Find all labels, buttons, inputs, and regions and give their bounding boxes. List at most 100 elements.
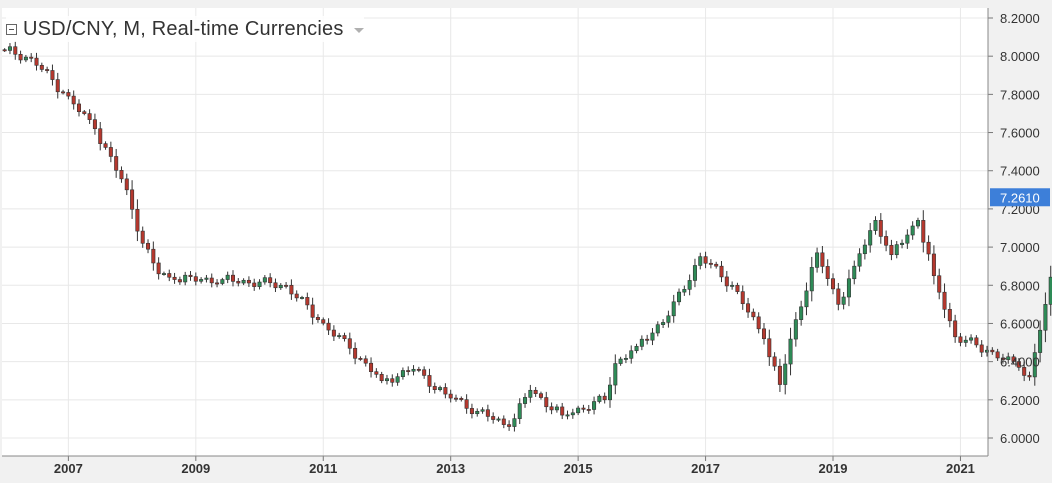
candle	[353, 342, 358, 365]
y-tick-label: 8.2000	[1000, 11, 1040, 26]
candle-body-down	[87, 113, 92, 120]
candle-body-down	[289, 284, 294, 295]
candle-body-up	[278, 284, 283, 289]
candle	[252, 278, 257, 291]
y-tick-label: 8.0000	[1000, 49, 1040, 64]
candle	[751, 308, 756, 321]
candle	[140, 226, 145, 248]
x-tick-label: 2019	[819, 461, 848, 476]
candle-body-down	[29, 56, 34, 59]
candle	[517, 398, 522, 425]
candle-body-up	[809, 267, 814, 292]
candle	[655, 321, 660, 337]
candle-body-down	[931, 253, 936, 277]
candle	[884, 230, 889, 252]
candle	[708, 259, 713, 269]
candle	[395, 373, 400, 386]
candle-body-down	[979, 344, 984, 353]
candle	[724, 270, 729, 292]
candle-body-up	[204, 277, 209, 280]
candle-body-up	[496, 418, 501, 421]
candle	[1032, 343, 1037, 386]
candle-body-up	[915, 220, 920, 227]
candle-body-down	[560, 406, 565, 416]
candle	[257, 279, 262, 290]
candle	[300, 295, 305, 300]
candle-body-up	[225, 274, 230, 280]
x-tick-label: 2011	[309, 461, 337, 476]
candle-body-up	[517, 403, 522, 419]
candle	[342, 332, 347, 342]
candle-body-down	[443, 387, 448, 395]
candle-body-down	[305, 297, 310, 306]
candle-body-down	[209, 277, 214, 284]
candle-body-down	[703, 256, 708, 264]
candle-body-down	[825, 266, 830, 279]
candle-body-down	[119, 170, 124, 180]
candle-body-down	[39, 64, 44, 70]
x-tick-label: 2017	[691, 461, 720, 476]
candle	[151, 241, 156, 271]
candle	[570, 408, 575, 419]
candle	[523, 393, 528, 408]
candle-body-down	[724, 276, 729, 287]
candle	[172, 272, 177, 284]
candle	[161, 271, 166, 276]
candle	[836, 282, 841, 311]
candle	[92, 113, 97, 135]
candle-body-up	[480, 409, 485, 412]
candle-body-up	[623, 357, 628, 360]
candle-body-up	[629, 350, 634, 359]
y-tick-label: 6.2000	[1000, 393, 1040, 408]
candle-body-up	[698, 256, 703, 266]
candle	[225, 271, 230, 284]
candle	[820, 246, 825, 274]
collapse-icon[interactable]	[6, 23, 17, 35]
candle-body-up	[868, 230, 873, 246]
candle-body-up	[411, 368, 416, 372]
candle-body-down	[268, 277, 273, 284]
candle-body-down	[315, 317, 320, 320]
candle-body-down	[76, 103, 81, 113]
candle-body-down	[538, 393, 543, 398]
candle	[985, 345, 990, 357]
candle-body-up	[963, 339, 968, 343]
candle	[177, 276, 182, 285]
candle-body-down	[236, 281, 241, 284]
candle-body-up	[597, 395, 602, 402]
candle-body-down	[464, 399, 469, 409]
candle	[369, 357, 374, 378]
candle-body-up	[1006, 356, 1011, 360]
y-tick-label: 7.4000	[1000, 164, 1040, 179]
candle-body-down	[432, 386, 437, 390]
candle-body-up	[1032, 352, 1037, 378]
candle	[740, 285, 745, 310]
candle-body-up	[570, 412, 575, 416]
candle	[331, 325, 336, 341]
candle	[448, 389, 453, 403]
candle-body-up	[475, 410, 480, 415]
candle-body-down	[581, 407, 586, 410]
candle-body-up	[730, 284, 735, 287]
x-tick-label: 2007	[54, 461, 83, 476]
candle	[650, 328, 655, 346]
candle	[554, 404, 559, 413]
candle-body-up	[257, 281, 262, 287]
candle	[230, 270, 235, 287]
candle-body-up	[671, 301, 676, 317]
candle	[809, 256, 814, 302]
chevron-down-icon[interactable]	[353, 27, 364, 33]
candle-body-down	[1016, 361, 1021, 368]
candle	[900, 239, 905, 249]
candle	[39, 62, 44, 73]
candle	[438, 385, 443, 392]
candle-body-up	[7, 46, 12, 51]
y-tick-label: 6.6000	[1000, 316, 1040, 331]
candle	[634, 343, 639, 354]
candle	[215, 279, 220, 288]
candle	[496, 416, 501, 422]
candle-body-up	[576, 407, 581, 414]
candle-body-down	[454, 397, 459, 400]
candle-body-down	[947, 309, 952, 322]
